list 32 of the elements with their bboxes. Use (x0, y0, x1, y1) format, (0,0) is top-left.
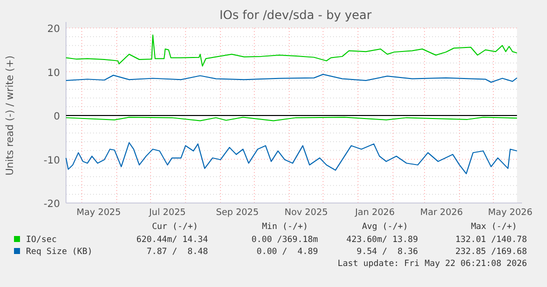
x-tick-label: Mar 2026 (420, 208, 464, 218)
text: 0.00 /369.18m (251, 235, 318, 245)
text: Max (-/+) (470, 222, 517, 232)
y-tick-label: 20 (47, 24, 60, 35)
line-series (66, 34, 518, 67)
x-tick-label: May 2025 (76, 208, 121, 218)
text: 9.54 / 8.36 (356, 247, 418, 257)
text: Last update: Fri May 22 06:21:08 2026 (338, 259, 527, 269)
y-axis-title: Units read (-) / write (+) (5, 55, 16, 176)
text: 423.60m/ 13.89 (346, 235, 418, 245)
text: Cur (-/+) (152, 222, 198, 232)
text: 132.01 /140.78 (455, 235, 527, 245)
text: 232.85 /169.68 (455, 247, 527, 257)
text: Avg (-/+) (362, 222, 408, 232)
x-tick-label: May 2026 (488, 208, 533, 218)
x-tick-label: Sep 2025 (216, 208, 259, 218)
y-tick-label: 10 (47, 68, 60, 79)
line-series (66, 142, 518, 174)
x-tick-label: Jan 2026 (354, 208, 396, 218)
line-series (66, 74, 518, 83)
legend-label: IO/sec (26, 235, 57, 245)
x-tick-label: Jul 2025 (148, 208, 186, 218)
text: 7.87 / 8.48 (146, 247, 208, 257)
chart-title: IOs for /dev/sda - by year (219, 8, 372, 22)
text: 0.00 / 4.89 (256, 247, 318, 257)
text: Min (-/+) (262, 222, 308, 232)
x-tick-label: Nov 2025 (284, 208, 328, 218)
y-tick-label: -10 (44, 155, 60, 166)
legend-label: Req Size (KB) (26, 247, 93, 257)
y-tick-label: 0 (54, 112, 60, 122)
text: 620.44m/ 14.34 (136, 235, 208, 245)
y-tick-label: -20 (44, 199, 60, 210)
